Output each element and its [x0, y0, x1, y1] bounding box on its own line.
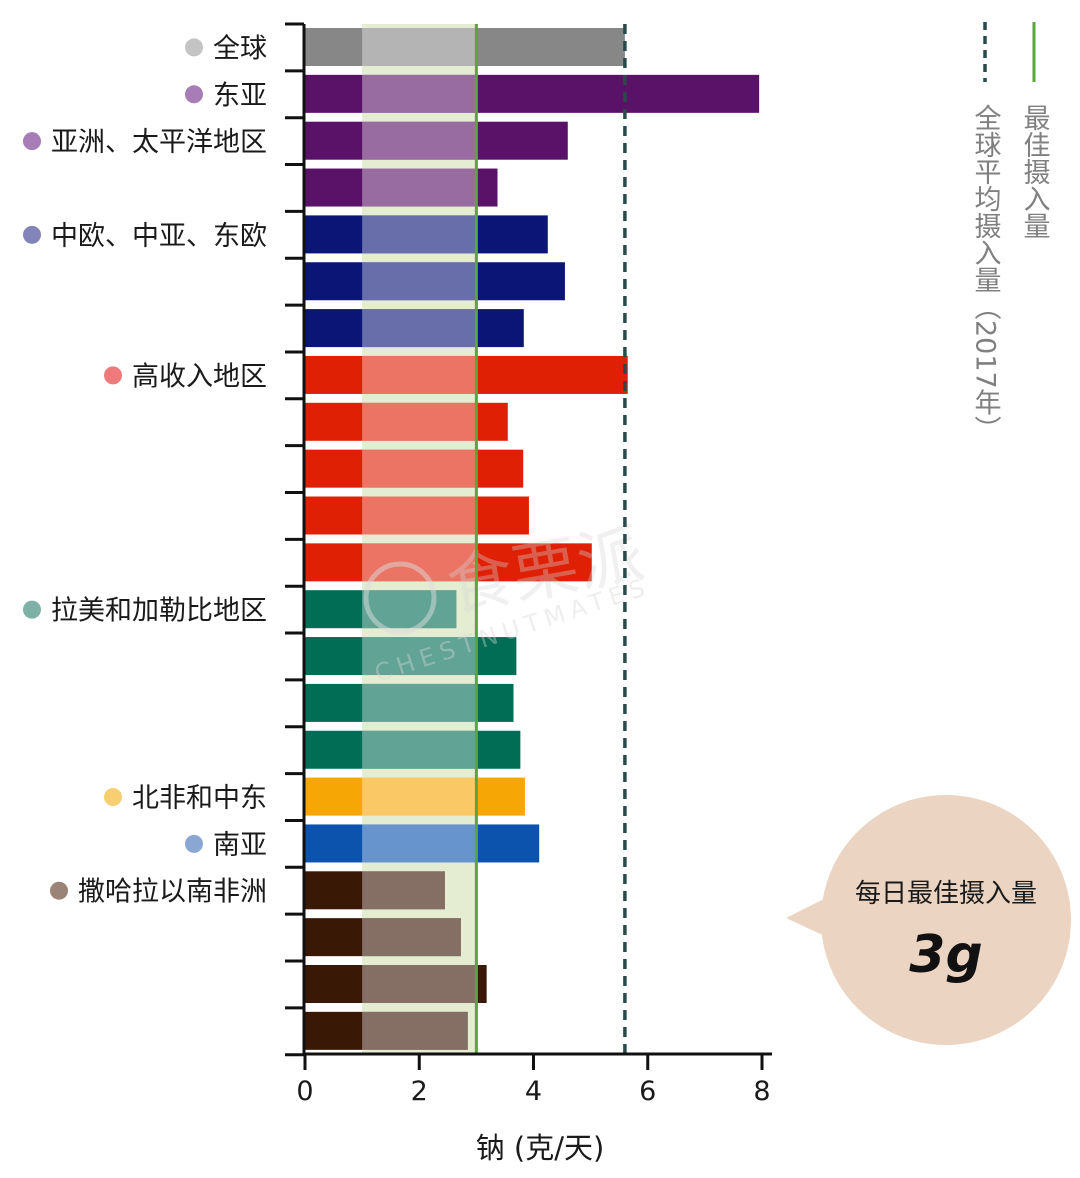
bar-4-band-overlay [362, 215, 477, 254]
bar-0 [305, 28, 625, 66]
bar-3 [305, 168, 498, 207]
bar-14 [305, 683, 514, 722]
x-tick-group: 0 2 4 6 8 [296, 1054, 771, 1107]
region-dot-5 [23, 600, 41, 619]
bar-17 [305, 824, 540, 863]
callout-bubble: 每日最佳摄入量 3g [786, 795, 1071, 1045]
bar-10-band-overlay [362, 496, 477, 535]
bar-21-band-overlay [362, 1011, 468, 1050]
bar-6 [305, 309, 524, 348]
region-label-3: 中欧、中亚、东欧 [51, 221, 267, 252]
region-label-1: 东亚 [213, 80, 267, 111]
x-tick-label-2: 4 [525, 1076, 542, 1107]
bar-13-band-overlay [362, 637, 477, 676]
region-dot-6 [104, 788, 122, 807]
region-dot-2 [23, 132, 41, 151]
region-dot-0 [185, 38, 203, 57]
bar-11 [305, 543, 592, 582]
bar-1-band-overlay [362, 74, 477, 113]
bar-8 [305, 402, 508, 441]
region-label-group: 全球东亚亚洲、太平洋地区中欧、中亚、东欧高收入地区拉美和加勒比地区北非和中东南亚… [23, 33, 267, 908]
callout-text: 每日最佳摄入量 [855, 879, 1037, 909]
bar-19 [305, 918, 461, 957]
x-tick-label-1: 2 [411, 1076, 428, 1107]
legend-optimal-label: 最佳摄入量 [1019, 104, 1051, 239]
region-dot-3 [23, 225, 41, 244]
bar-13 [305, 637, 517, 676]
bar-10 [305, 496, 529, 535]
region-label-6: 北非和中东 [132, 783, 267, 814]
region-label-4: 高收入地区 [132, 361, 267, 392]
bar-17-band-overlay [362, 824, 477, 863]
bar-20-band-overlay [362, 965, 477, 1003]
bar-6-band-overlay [362, 309, 477, 348]
x-tick-label-3: 6 [639, 1076, 656, 1107]
bar-2 [305, 121, 568, 160]
bar-3-band-overlay [362, 168, 477, 207]
region-label-0: 全球 [213, 33, 267, 64]
bar-14-band-overlay [362, 683, 477, 722]
bar-20 [305, 965, 487, 1003]
region-label-2: 亚洲、太平洋地区 [51, 127, 267, 158]
bar-9 [305, 449, 524, 488]
bar-19-band-overlay [362, 918, 461, 957]
x-tick-label-0: 0 [296, 1076, 313, 1107]
region-dot-8 [50, 881, 68, 900]
region-label-7: 南亚 [213, 830, 267, 861]
bar-15 [305, 730, 521, 769]
bar-7-band-overlay [362, 355, 477, 394]
bar-18-band-overlay [362, 871, 445, 910]
region-label-5: 拉美和加勒比地区 [51, 596, 267, 627]
optimal-range-overlay-group [362, 28, 477, 1050]
y-tick-group [285, 22, 304, 1057]
x-tick-label-4: 8 [753, 1076, 770, 1107]
bar-11-band-overlay [362, 543, 477, 582]
bar-18 [305, 871, 445, 910]
bar-4 [305, 215, 548, 254]
bar-5-band-overlay [362, 262, 477, 301]
legend-average-label: 全球平均摄入量（2017年） [970, 104, 1002, 443]
bar-0-band-overlay [362, 28, 477, 66]
bar-7 [305, 355, 628, 394]
bar-9-band-overlay [362, 449, 477, 488]
bar-1 [305, 74, 760, 113]
region-dot-4 [104, 366, 122, 385]
bar-15-band-overlay [362, 730, 477, 769]
callout-circle [821, 795, 1071, 1045]
bar-21 [305, 1011, 468, 1050]
bar-group [305, 28, 760, 1050]
region-dot-1 [185, 85, 203, 104]
region-label-8: 撒哈拉以南非洲 [78, 877, 267, 908]
region-dot-7 [185, 834, 203, 853]
x-axis-title: 钠 (克/天) [476, 1131, 605, 1165]
legend: 最佳摄入量 全球平均摄入量（2017年） [970, 22, 1051, 443]
bar-16-band-overlay [362, 777, 477, 816]
bar-2-band-overlay [362, 121, 477, 160]
callout-value: 3g [909, 925, 982, 985]
bar-8-band-overlay [362, 402, 477, 441]
watermark-logo-icon [363, 561, 437, 635]
bar-16 [305, 777, 525, 816]
bar-5 [305, 262, 565, 301]
